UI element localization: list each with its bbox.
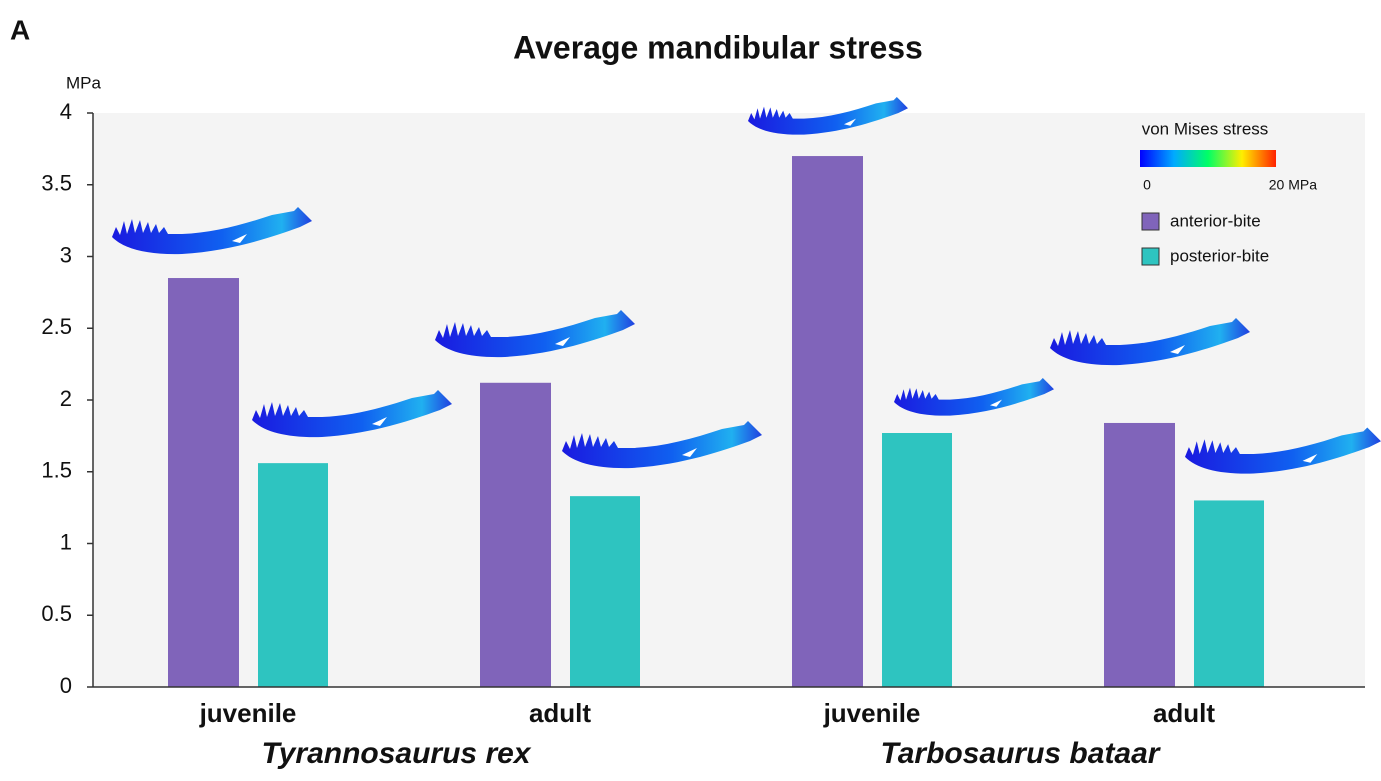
x-tick-label: juvenile: [823, 698, 921, 728]
legend-swatch: [1141, 212, 1160, 231]
bar: [1194, 500, 1264, 687]
legend-label: posterior-bite: [1170, 246, 1269, 265]
x-tick-label: adult: [1153, 698, 1215, 728]
bar: [882, 433, 952, 687]
y-tick-label: 1.5: [41, 458, 72, 483]
y-tick-label: 2: [60, 386, 72, 411]
group-label: Tarbosaurus bataar: [881, 737, 1162, 770]
y-tick-label: 0.5: [41, 601, 72, 626]
colorbar-tick-label: 0: [1143, 177, 1151, 193]
colorbar: [1140, 150, 1276, 167]
y-tick-label: 2.5: [41, 314, 72, 339]
bar: [570, 496, 640, 687]
y-tick-label: 3: [60, 242, 72, 267]
group-label: Tyrannosaurus rex: [262, 737, 532, 770]
y-axis-unit: MPa: [66, 73, 102, 92]
panel-label: A: [10, 14, 30, 45]
bar: [168, 278, 239, 687]
bar: [1104, 422, 1175, 687]
y-tick-label: 3.5: [41, 171, 72, 196]
bar: [480, 382, 551, 687]
x-tick-label: juvenile: [199, 698, 297, 728]
legend-label: anterior-bite: [1170, 211, 1261, 230]
chart-title: Average mandibular stress: [513, 29, 923, 65]
bar: [792, 156, 863, 688]
y-tick-label: 4: [60, 99, 72, 124]
colorbar-tick-label: 20 MPa: [1269, 177, 1317, 193]
y-tick-label: 0: [60, 673, 72, 698]
y-tick-label: 1: [60, 529, 72, 554]
x-tick-label: adult: [529, 698, 591, 728]
bar: [258, 463, 328, 687]
legend-swatch: [1141, 247, 1160, 266]
colorbar-title: von Mises stress: [1142, 119, 1269, 138]
